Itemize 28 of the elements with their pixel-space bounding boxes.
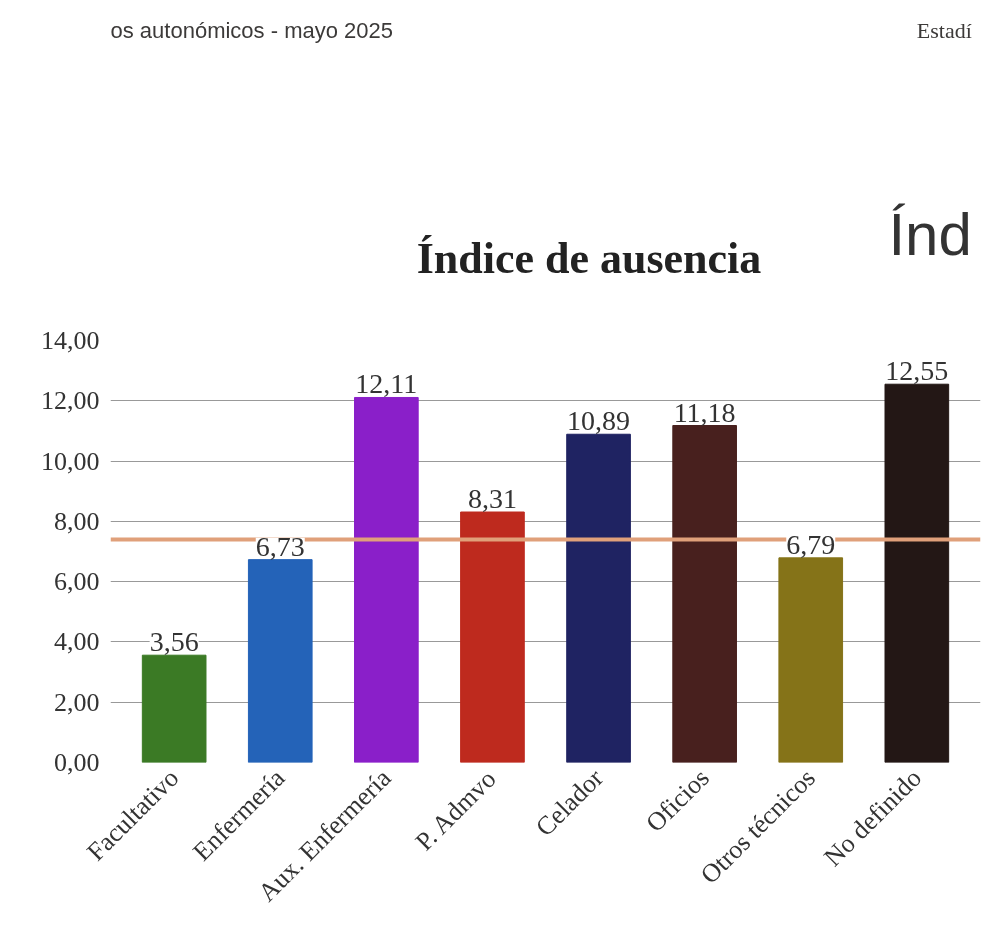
data-label: 6,73 (255, 530, 305, 562)
chart-title: Índice de ausencia (416, 233, 762, 283)
data-label: 8,31 (467, 483, 517, 515)
data-label: 6,79 (786, 528, 836, 560)
data-label: 12,11 (355, 368, 418, 400)
y-tick-label: 12,00 (41, 386, 100, 416)
bar (141, 654, 207, 763)
y-tick-label: 8,00 (54, 506, 100, 536)
y-tick-label: 4,00 (54, 627, 100, 657)
y-tick-label: 0,00 (54, 748, 100, 777)
text: os autonómicos - mayo 2025 (110, 18, 393, 43)
bar (566, 433, 631, 763)
data-label: 11,18 (673, 396, 736, 428)
y-tick-label: 10,00 (41, 446, 100, 476)
bar (354, 396, 419, 763)
bar (247, 559, 313, 763)
y-tick-label: 14,00 (41, 326, 100, 355)
bar (884, 383, 950, 763)
bar (778, 557, 844, 763)
data-label: 3,56 (149, 626, 199, 658)
data-label: 12,55 (885, 355, 949, 387)
bar (672, 425, 737, 763)
text: Índ (888, 201, 972, 268)
text: Estadí (916, 18, 972, 43)
y-tick-label: 2,00 (54, 687, 100, 717)
bar (460, 511, 525, 763)
y-tick-label: 6,00 (54, 567, 100, 597)
data-label: 10,89 (567, 405, 631, 437)
